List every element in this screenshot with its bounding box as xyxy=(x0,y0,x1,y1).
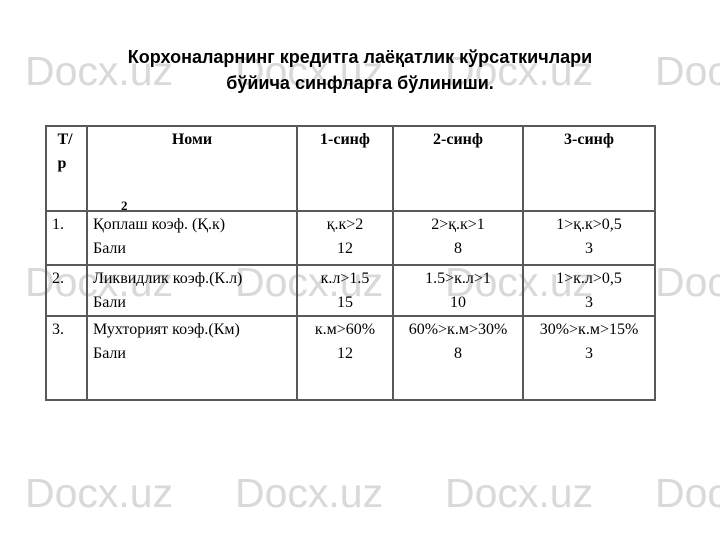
header-cell-number: Т/р xyxy=(45,125,88,212)
class-1-cell: к.л>1.5 15 xyxy=(296,264,394,317)
watermark-text: Docx.uz xyxy=(235,48,384,94)
class-score: 12 xyxy=(337,240,353,257)
page-title-line-2: бўйича синфларга бўлиниши. xyxy=(226,73,494,93)
class-score: 8 xyxy=(454,345,462,362)
indicator-name-cell: Ликвидлик коэф.(К.л) Бали xyxy=(86,264,298,317)
table-row: 2. Ликвидлик коэф.(К.л) Бали к.л>1.5 15 … xyxy=(45,264,656,317)
watermark-text: Docx.uz xyxy=(655,48,720,94)
class-3-cell: 1>к.л>0,5 3 xyxy=(522,264,656,317)
table-row: 3. Мухторият коэф.(Км) Бали к.м>60% 12 6… xyxy=(45,315,656,401)
class-score: 3 xyxy=(585,240,593,257)
watermark-text: Docx.uz xyxy=(655,470,720,516)
class-condition: к.л>1.5 xyxy=(320,270,370,287)
class-condition: 1>к.л>0,5 xyxy=(556,270,622,287)
class-2-cell: 60%>к.м>30% 8 xyxy=(392,315,524,401)
class-score: 3 xyxy=(585,294,593,311)
class-condition: қ.к>2 xyxy=(326,216,364,233)
class-3-cell: 1>қ.к>0,5 3 xyxy=(522,210,656,266)
class-score: 15 xyxy=(337,294,353,311)
indicator-name-cell: Мухторият коэф.(Км) Бали xyxy=(86,315,298,401)
class-1-cell: к.м>60% 12 xyxy=(296,315,394,401)
class-1-cell: қ.к>2 12 xyxy=(296,210,394,266)
page-title-line-1: Корхоналарнинг кредитга лаёқатлик кўрсат… xyxy=(127,47,593,67)
row-number-cell: 3. xyxy=(45,315,88,401)
indicator-score-label: Бали xyxy=(93,240,126,257)
class-2-cell: 2>қ.к>1 8 xyxy=(392,210,524,266)
indicator-name: Мухторият коэф.(Км) xyxy=(93,321,240,338)
indicator-name: Қоплаш коэф. (Қ.к) xyxy=(93,216,226,233)
watermark-text: Docx.uz xyxy=(655,259,720,305)
class-condition: 60%>к.м>30% xyxy=(408,321,508,338)
header-cell-name: Номи xyxy=(86,125,298,212)
class-2-cell: 1.5>к.л>1 10 xyxy=(392,264,524,317)
header-cell-class-2: 2-синф xyxy=(392,125,524,212)
class-score: 12 xyxy=(337,345,353,362)
watermark-text: Docx.uz xyxy=(25,470,174,516)
class-score: 10 xyxy=(450,294,466,311)
watermark-text: Docx.uz xyxy=(445,470,594,516)
class-score: 3 xyxy=(585,345,593,362)
page-title: Корхоналарнинг кредитга лаёқатлик кўрсат… xyxy=(0,44,720,96)
class-score: 8 xyxy=(454,240,462,257)
classification-table-container: Т/р Номи 1-синф 2-синф 3-синф 1. Қоплаш … xyxy=(45,125,656,401)
classification-table: Т/р Номи 1-синф 2-синф 3-синф 1. Қоплаш … xyxy=(45,125,656,401)
header-cell-class-3: 3-синф xyxy=(522,125,656,212)
row-number-cell: 2. xyxy=(45,264,88,317)
class-condition: к.м>60% xyxy=(314,321,376,338)
header-cell-class-1: 1-синф xyxy=(296,125,394,212)
indicator-score-label: Бали xyxy=(93,294,126,311)
row-number-cell: 1. xyxy=(45,210,88,266)
indicator-name-cell: Қоплаш коэф. (Қ.к) Бали xyxy=(86,210,298,266)
footnote-mark: 2 xyxy=(121,198,128,213)
table-header-row: Т/р Номи 1-синф 2-синф 3-синф xyxy=(45,125,656,212)
indicator-name: Ликвидлик коэф.(К.л) xyxy=(93,270,243,287)
watermark-text: Docx.uz xyxy=(235,470,384,516)
watermark-text: Docx.uz xyxy=(25,48,174,94)
class-condition: 30%>к.м>15% xyxy=(539,321,639,338)
class-3-cell: 30%>к.м>15% 3 xyxy=(522,315,656,401)
indicator-score-label: Бали xyxy=(93,345,126,362)
watermark-text: Docx.uz xyxy=(445,48,594,94)
class-condition: 1.5>к.л>1 xyxy=(425,270,491,287)
class-condition: 2>қ.к>1 xyxy=(431,216,485,233)
table-row: 1. Қоплаш коэф. (Қ.к) Бали қ.к>2 12 2>қ.… xyxy=(45,210,656,266)
class-condition: 1>қ.к>0,5 xyxy=(556,216,622,233)
